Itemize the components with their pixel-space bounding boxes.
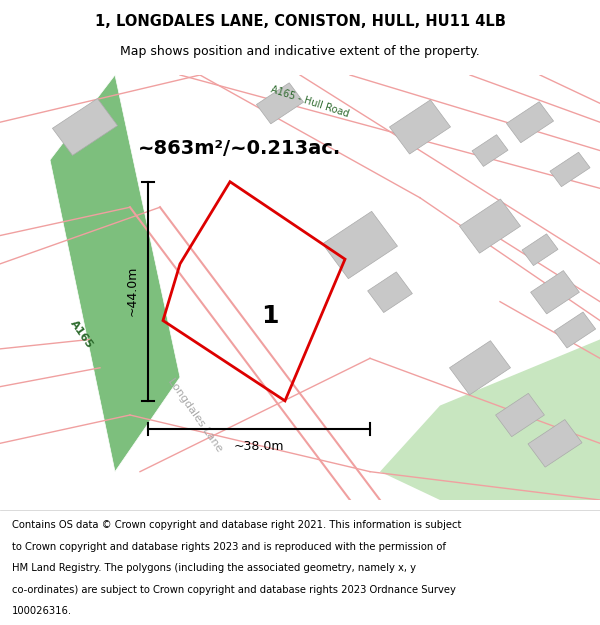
Text: to Crown copyright and database rights 2023 and is reproduced with the permissio: to Crown copyright and database rights 2… (12, 542, 446, 552)
Text: 1: 1 (261, 304, 279, 328)
Text: Map shows position and indicative extent of the property.: Map shows position and indicative extent… (120, 44, 480, 58)
Text: co-ordinates) are subject to Crown copyright and database rights 2023 Ordnance S: co-ordinates) are subject to Crown copyr… (12, 584, 456, 594)
Polygon shape (389, 100, 451, 154)
Polygon shape (380, 339, 600, 500)
Polygon shape (528, 419, 582, 467)
Text: A165: A165 (69, 319, 95, 351)
Polygon shape (554, 312, 596, 348)
Polygon shape (522, 234, 558, 266)
Polygon shape (472, 135, 508, 166)
Text: 1, LONGDALES LANE, CONISTON, HULL, HU11 4LB: 1, LONGDALES LANE, CONISTON, HULL, HU11 … (95, 14, 505, 29)
Text: Longdales Lane: Longdales Lane (166, 376, 224, 454)
Polygon shape (530, 271, 580, 314)
Polygon shape (50, 75, 180, 472)
Polygon shape (449, 341, 511, 395)
Polygon shape (496, 393, 544, 437)
Polygon shape (506, 102, 554, 142)
Text: 100026316.: 100026316. (12, 606, 72, 616)
Text: Contains OS data © Crown copyright and database right 2021. This information is : Contains OS data © Crown copyright and d… (12, 521, 461, 531)
Polygon shape (52, 99, 118, 156)
Text: HM Land Registry. The polygons (including the associated geometry, namely x, y: HM Land Registry. The polygons (includin… (12, 563, 416, 573)
Text: ~863m²/~0.213ac.: ~863m²/~0.213ac. (139, 139, 341, 158)
Polygon shape (323, 211, 397, 279)
Polygon shape (550, 152, 590, 187)
Polygon shape (256, 83, 304, 124)
Polygon shape (368, 272, 412, 312)
Text: ~44.0m: ~44.0m (125, 266, 139, 316)
Polygon shape (460, 199, 521, 253)
Text: A165 - Hull Road: A165 - Hull Road (269, 84, 350, 119)
Text: ~38.0m: ~38.0m (234, 439, 284, 452)
